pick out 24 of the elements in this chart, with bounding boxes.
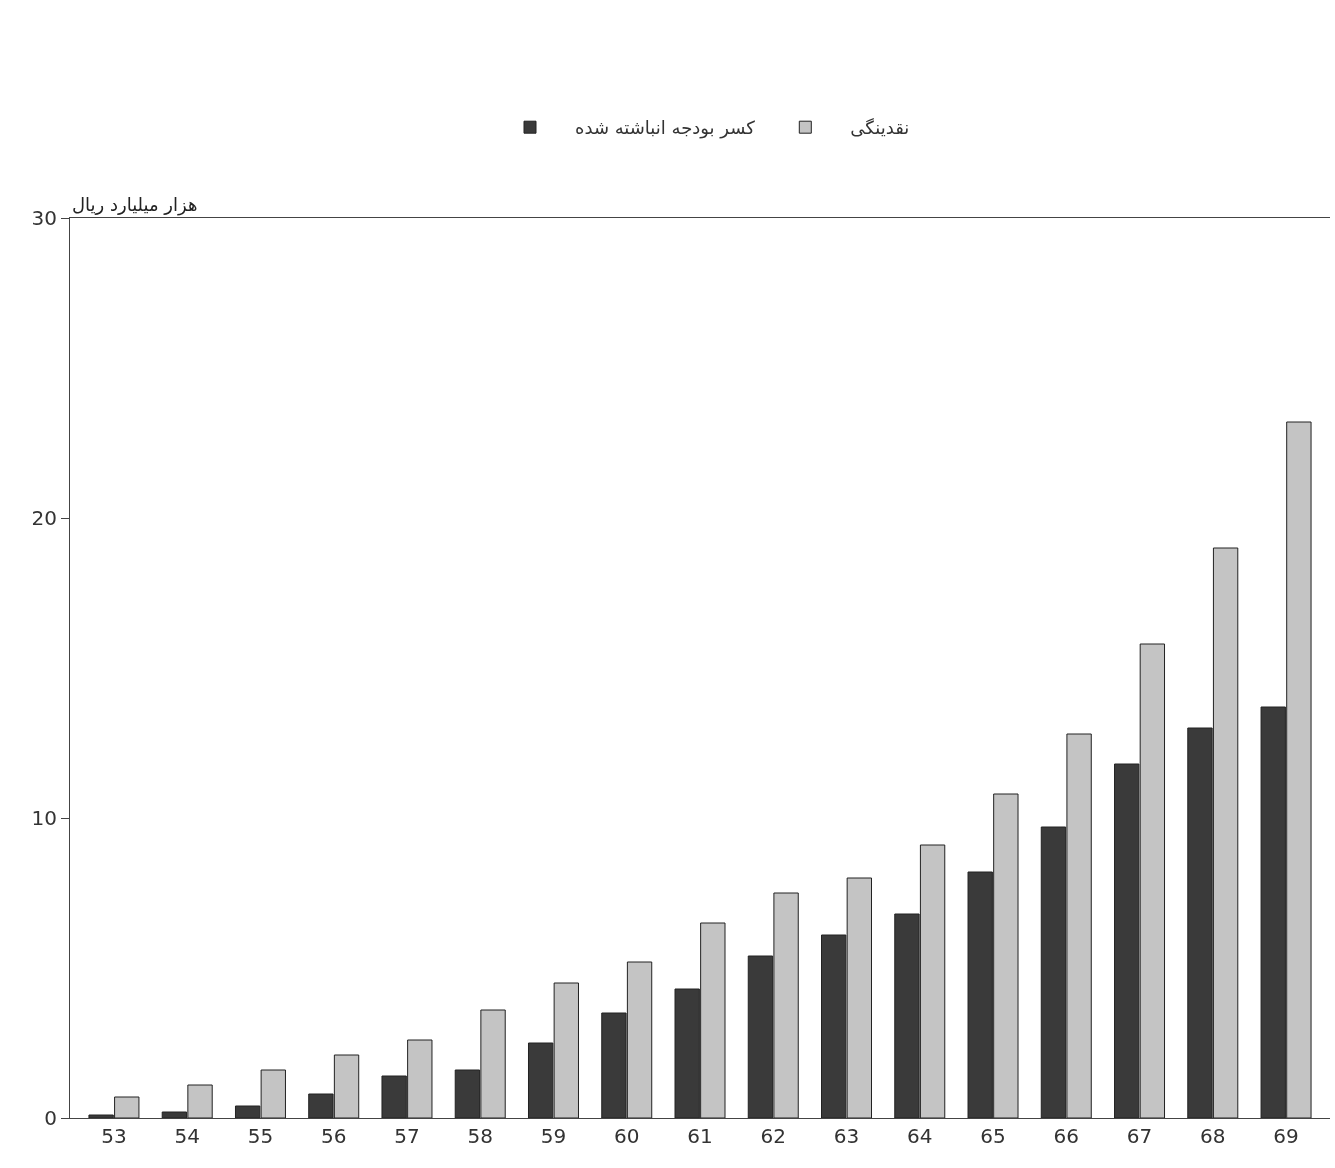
x-tick-label: 57 — [394, 1124, 420, 1148]
y-tick-label: 30 — [31, 206, 57, 230]
y-tick-label: 10 — [31, 806, 57, 830]
x-tick-label: 55 — [247, 1124, 274, 1148]
x-tick-label: 67 — [1126, 1124, 1153, 1148]
x-tick-label: 68 — [1200, 1124, 1226, 1148]
x-tick-label: 66 — [1053, 1124, 1080, 1148]
y-tick-label: 20 — [31, 506, 57, 530]
legend-label: نقدینگی — [850, 117, 910, 139]
legend-label: کسر بودجه انباشته شده — [575, 117, 756, 140]
x-tick-label: 69 — [1273, 1124, 1299, 1148]
x-tick-label: 59 — [540, 1124, 567, 1148]
x-tick-label: 56 — [320, 1124, 347, 1148]
y-tick-label: 0 — [44, 1106, 57, 1130]
x-tick-label: 63 — [833, 1124, 860, 1148]
x-tick-label: 64 — [907, 1124, 933, 1148]
x-tick-label: 54 — [174, 1124, 200, 1148]
x-tick-label: 65 — [980, 1124, 1006, 1148]
y-axis-title: هزار میلیارد ریال — [72, 194, 198, 216]
x-tick-label: 58 — [467, 1124, 493, 1148]
x-tick-label: 53 — [101, 1124, 127, 1148]
x-tick-label: 61 — [687, 1124, 713, 1148]
x-tick-label: 60 — [614, 1124, 640, 1148]
x-tick-label: 62 — [760, 1124, 786, 1148]
